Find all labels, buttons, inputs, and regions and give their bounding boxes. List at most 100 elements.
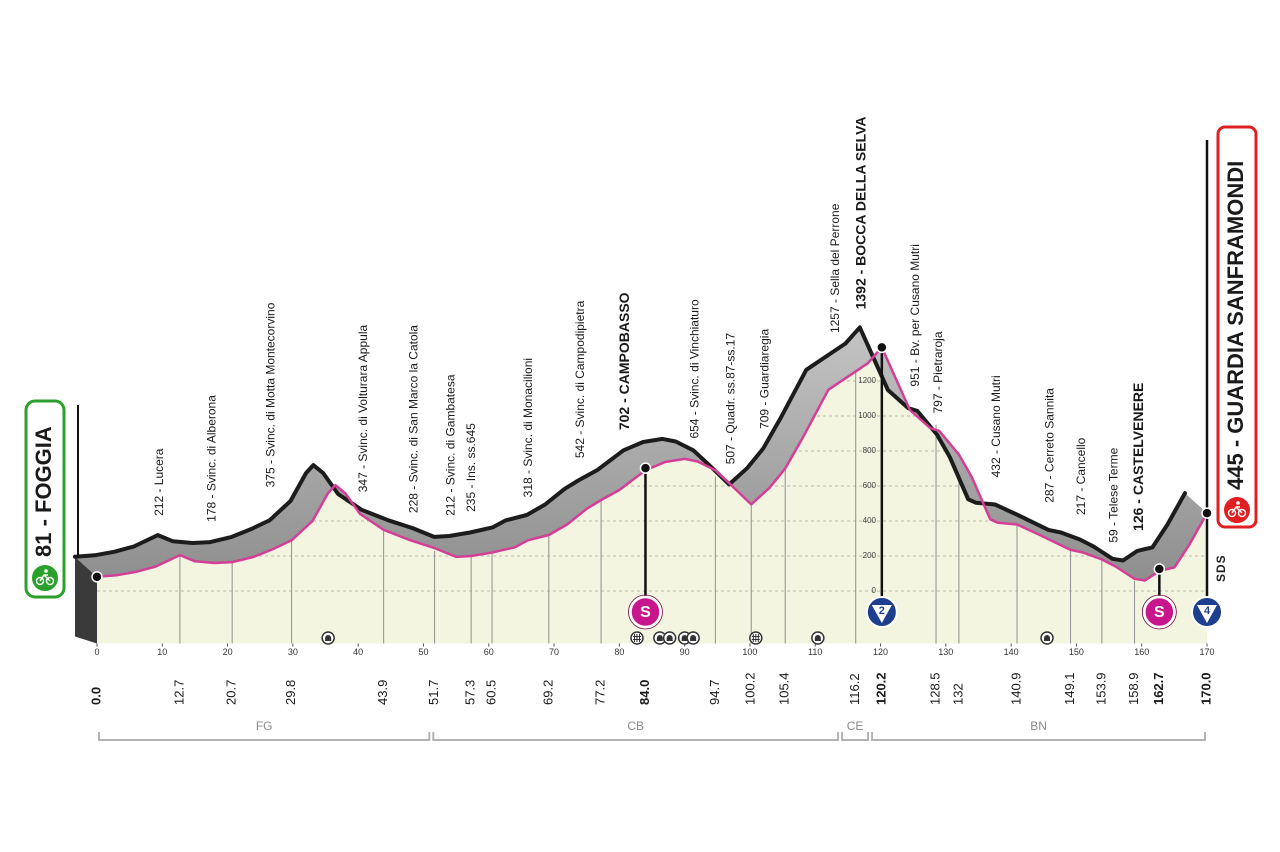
km-label: 29.8 [283,680,298,705]
waypoint-label: 287 - Cerreto Sannita [1043,388,1057,503]
km-label: 69.2 [540,680,555,705]
decoration [1236,501,1240,505]
km-label: 162.7 [1151,672,1166,705]
decoration [666,635,673,641]
km-label: 149.1 [1062,672,1077,705]
logo: SDS [1214,554,1228,582]
waypoint-dot [1153,563,1166,575]
decoration [44,569,48,573]
waypoint-label: 1257 - Sella del Perrone [828,203,842,333]
waypoint-label: 709 - Guardiaregia [757,329,771,429]
y-tick-label: 600 [863,481,877,490]
sprint-label: S [1154,604,1165,621]
x-tick-label: 10 [157,647,167,657]
area-layer: 0 10 20 30 40 50 60 70 80 90 100 110 120 130 140 150 160… [94,347,1215,657]
y-tick-label: 1000 [858,411,876,420]
km-label: 140.9 [1008,672,1023,705]
x-tick-label: 150 [1069,647,1084,657]
km-label: 128.5 [927,672,942,705]
start-label: 81 - FOGGIA [31,426,56,557]
km-label: 116.2 [847,673,862,705]
x-tick-label: 130 [938,647,953,657]
x-tick-label: 140 [1004,647,1019,657]
km-label: 60.5 [483,680,498,705]
decoration [39,573,51,582]
y-tick-label: 0 [872,586,877,595]
km-label: 77.2 [593,680,608,705]
km-label: 0.0 [88,687,103,705]
waypoint-label: 702 - CAMPOBASSO [616,292,632,430]
km-label: 158.9 [1126,672,1141,705]
km-label: 84.0 [637,680,652,705]
y-tick-label: 200 [863,551,877,560]
waypoint-label: 797 - Pietraroja [931,331,945,413]
x-tick-label: 100 [742,647,757,657]
waypoint-label: 654 - Svinc. di Vinchiaturo [688,299,702,439]
decoration [1044,635,1051,641]
finish-box [1216,125,1258,529]
km-label: 51.7 [426,680,441,705]
decoration [656,635,663,641]
decoration [690,635,697,641]
decoration [35,576,45,586]
waypoint-dot [1201,507,1213,519]
waypoint-label: 507 - Quadr. ss.87-ss.17 [723,333,737,465]
region-bracket [432,732,840,741]
waypoint-label: 217 - Cancello [1074,437,1088,515]
x-tick-label: 90 [680,647,690,657]
x-tick-label: 70 [549,647,559,657]
waypoint-label: 178 - Svinc. di Alberona [204,395,218,522]
waypoint-label: 126 - CASTELVENERE [1130,383,1146,531]
waypoint-label: 212 - Svinc. di Gambatesa [443,374,457,516]
x-tick-label: 20 [223,647,233,657]
waypoint-label: 228 - Svinc. di San Marco la Catola [407,325,421,513]
region-bracket [871,732,1206,741]
waypoint-label: 951 - Bv. per Cusano Mutri [908,244,922,387]
x-tick-label: 160 [1134,647,1149,657]
decoration [1231,505,1243,514]
region-label: CE [847,719,864,733]
km-label: 105.4 [777,672,792,705]
climb-category: 2 [879,605,885,617]
x-tick-label: 110 [808,647,822,657]
waypoint-label: 59 - Telese Terme [1107,447,1121,542]
x-tick-label: 60 [484,647,494,657]
region-label: CB [627,719,644,733]
start-icon [30,563,60,593]
decoration [814,635,821,641]
decoration [681,635,688,641]
profile-area [97,347,1207,644]
waypoint-label: 432 - Cusano Mutri [989,375,1003,477]
finish-icon [1222,495,1252,525]
waypoint-line-layer [179,371,1136,644]
x-tick-label: 40 [353,647,363,657]
x-tick-label: 120 [873,647,888,657]
km-label: 153.9 [1093,672,1108,705]
y-tick-label: 1200 [858,376,876,385]
decoration [325,635,332,641]
decoration [1141,594,1177,630]
x-tick-label: 30 [288,647,298,657]
waypoint-dot [639,462,652,474]
x-tick-label: 170 [1199,647,1214,657]
decoration [1227,508,1237,518]
region-bracket [98,732,431,741]
climb-category: 4 [1204,605,1211,617]
sprint-marker [1143,595,1176,629]
start-box [24,399,66,599]
waypoint-label: 375 - Svinc. di Motta Montecorvino [264,302,278,487]
waypoint-dot [876,341,888,354]
km-label: 57.3 [463,680,478,705]
km-label: 94.7 [707,680,722,705]
decoration [871,605,892,623]
sprint-marker [629,595,662,629]
km-label: 12.7 [171,680,186,705]
profile-line [96,346,1209,582]
km-label: 100.2 [743,672,758,705]
y-tick-label: 800 [863,446,877,455]
x-tick-label: 50 [418,647,428,657]
decoration [628,594,663,630]
